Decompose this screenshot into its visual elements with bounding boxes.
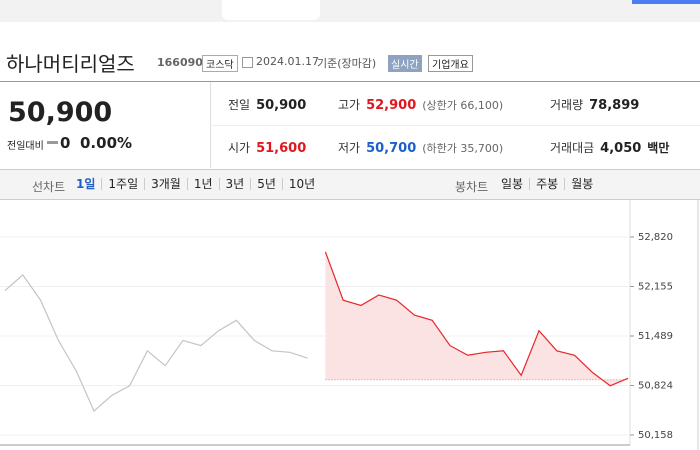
- summary-value: 50,700: [366, 141, 417, 156]
- summary-value: 50,900: [256, 98, 307, 113]
- summary-value: 52,900: [366, 98, 417, 113]
- y-tick-label: 51,489: [638, 331, 673, 342]
- summary-label: 저가: [338, 141, 361, 155]
- period-tab[interactable]: 일봉: [501, 177, 524, 191]
- summary-cell: 전일 50,900: [228, 96, 306, 113]
- divider: [0, 81, 700, 82]
- flat-icon: [47, 141, 58, 144]
- market-tag: 코스닥: [202, 55, 238, 72]
- summary-cell: 저가 50,700 (하한가 35,700): [338, 139, 503, 156]
- period-tab[interactable]: 주봉: [529, 178, 564, 190]
- summary-note: (상한가 66,100): [422, 99, 504, 112]
- chart: 50,158 50,824 51,489 52,155 52,820: [0, 200, 699, 450]
- period-tab[interactable]: 3개월: [144, 178, 187, 190]
- tab-bar: 선차트 1일 1주일 3개월 1년 3년 5년 10년 봉차트 일봉 주봉 월봉: [0, 169, 700, 200]
- summary-label: 거래량: [550, 98, 584, 112]
- y-tick-label: 52,155: [638, 281, 673, 292]
- date: 2024.01.17: [256, 55, 319, 68]
- change: 0: [60, 134, 71, 152]
- price: 50,900: [8, 97, 113, 128]
- banner-button: [632, 0, 700, 4]
- summary-label: 거래대금: [550, 141, 595, 155]
- summary-label: 고가: [338, 98, 361, 112]
- period-tab[interactable]: 1일: [76, 177, 96, 191]
- change-label: 전일대비: [7, 141, 44, 152]
- summary-value: 78,899: [589, 98, 640, 113]
- period-tab[interactable]: 월봉: [564, 178, 599, 190]
- calendar-icon: [242, 57, 253, 68]
- summary-cell: 시가 51,600: [228, 139, 306, 156]
- candle-label: 봉차트: [455, 180, 489, 194]
- y-tick-label: 50,158: [638, 430, 673, 441]
- summary-value: 51,600: [256, 141, 307, 156]
- realtime-badge[interactable]: 실시간: [388, 55, 422, 72]
- summary-note: (하한가 35,700): [422, 142, 504, 155]
- summary-cell: 고가 52,900 (상한가 66,100): [338, 96, 503, 113]
- period-tab[interactable]: 5년: [250, 178, 282, 190]
- period-tab[interactable]: 1주일: [101, 178, 144, 190]
- stock-code: 166090: [157, 56, 203, 69]
- candle-periods: 일봉 주봉 월봉: [495, 178, 599, 190]
- y-tick-label: 50,824: [638, 380, 673, 391]
- summary-cell: 거래대금 4,050 백만: [550, 139, 669, 156]
- basis: 기준(장마감): [317, 57, 377, 70]
- summary-label: 시가: [228, 141, 251, 155]
- summary-label: 전일: [228, 98, 251, 112]
- y-tick-label: 52,820: [638, 232, 673, 243]
- change-rate: 0.00%: [80, 134, 133, 152]
- company-info[interactable]: 기업개요: [428, 55, 473, 72]
- period-tab[interactable]: 1년: [186, 178, 219, 190]
- summary-cell: 거래량 78,899: [550, 96, 639, 113]
- period-tab[interactable]: 10년: [281, 178, 321, 190]
- summary-value: 4,050: [600, 141, 642, 156]
- line-periods: 1일 1주일 3개월 1년 3년 5년 10년: [70, 178, 321, 190]
- period-tab[interactable]: 3년: [218, 178, 251, 190]
- area: [325, 251, 628, 386]
- stock-name: 하나머티리얼즈: [6, 52, 135, 76]
- line: [4, 274, 308, 413]
- banner: [0, 0, 700, 22]
- line: [324, 251, 629, 387]
- summary-unit: 백만: [647, 141, 670, 155]
- line-label: 선차트: [32, 180, 66, 194]
- banner-image: [222, 0, 320, 20]
- divider: [210, 125, 700, 126]
